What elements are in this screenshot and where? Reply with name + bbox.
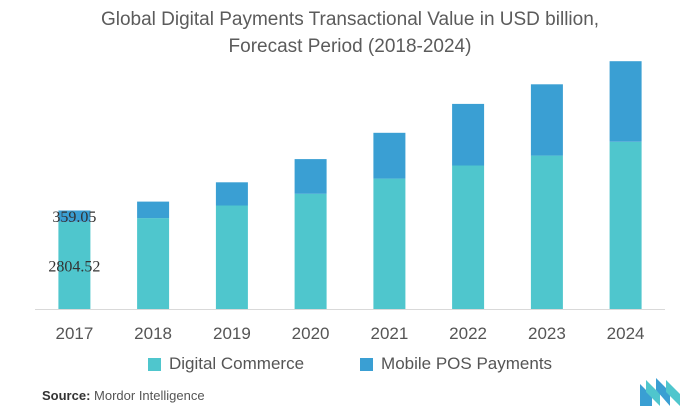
legend: Digital Commerce Mobile POS Payments — [0, 354, 700, 374]
source-label: Source: — [42, 388, 91, 403]
chart-title-line-2: Forecast Period (2018-2024) — [228, 36, 472, 57]
x-tick-label-2020: 2020 — [292, 324, 330, 343]
bar-digital-commerce-2021 — [373, 178, 406, 309]
x-tick-label-2018: 2018 — [134, 324, 172, 343]
data-label-digital-commerce-2017: 2804.52 — [48, 258, 100, 275]
bar-digital-commerce-2024 — [609, 141, 642, 309]
bar-digital-commerce-2018 — [137, 218, 170, 309]
legend-item-mobile-pos-payments: Mobile POS Payments — [360, 354, 552, 374]
legend-swatch-mobile-pos-payments — [360, 357, 374, 371]
x-tick-label-2023: 2023 — [528, 324, 566, 343]
legend-item-digital-commerce: Digital Commerce — [147, 354, 305, 374]
bar-digital-commerce-2020 — [294, 193, 327, 309]
x-tick-label-2022: 2022 — [449, 324, 487, 343]
data-label-mobile-pos-payments-2017: 359.05 — [52, 209, 96, 226]
chart-title: Global Digital Payments Transactional Va… — [0, 6, 700, 60]
source-text: Mordor Intelligence — [94, 388, 205, 403]
x-tick-label-2019: 2019 — [213, 324, 251, 343]
x-tick-label-2024: 2024 — [607, 324, 645, 343]
bar-mobile-pos-payments-2021 — [373, 132, 406, 179]
chart-title-line-1: Global Digital Payments Transactional Va… — [100, 9, 600, 30]
bar-digital-commerce-2019 — [215, 205, 248, 309]
bar-digital-commerce-2023 — [530, 155, 563, 309]
source-note: Source: Mordor Intelligence — [42, 388, 205, 403]
x-tick-label-2021: 2021 — [370, 324, 408, 343]
bar-mobile-pos-payments-2017 — [58, 210, 91, 222]
bar-digital-commerce-2017 — [58, 221, 91, 309]
bar-digital-commerce-2022 — [452, 165, 485, 309]
x-tick-label-2017: 2017 — [55, 324, 93, 343]
legend-swatch-digital-commerce — [147, 357, 161, 371]
bar-mobile-pos-payments-2018 — [137, 201, 170, 219]
bar-mobile-pos-payments-2024 — [609, 61, 642, 142]
bar-mobile-pos-payments-2022 — [452, 103, 485, 166]
bar-mobile-pos-payments-2019 — [215, 182, 248, 206]
mordor-intelligence-logo-icon — [640, 378, 680, 406]
legend-label-digital-commerce: Digital Commerce — [168, 354, 305, 373]
legend-label-mobile-pos-payments: Mobile POS Payments — [381, 354, 553, 373]
bar-mobile-pos-payments-2023 — [530, 84, 563, 156]
bar-mobile-pos-payments-2020 — [294, 159, 327, 194]
